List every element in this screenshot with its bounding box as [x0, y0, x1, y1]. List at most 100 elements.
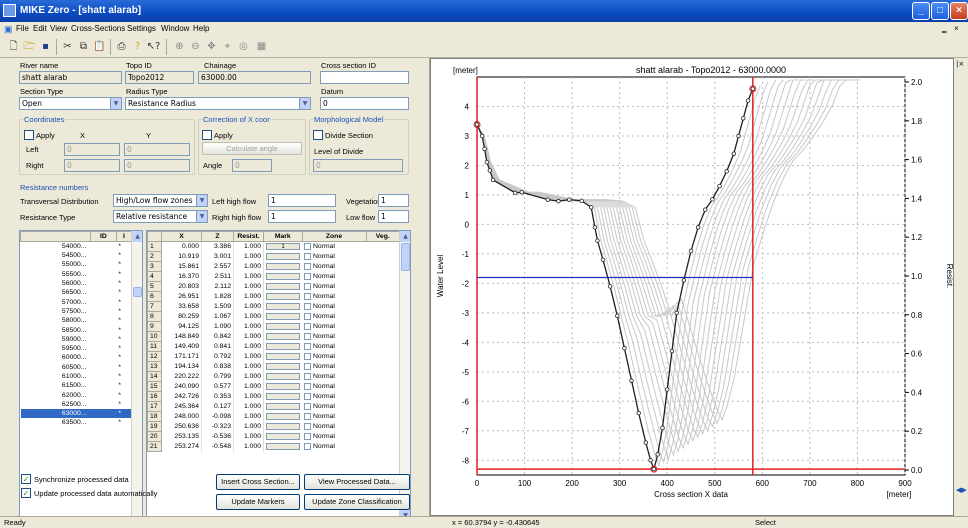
cell-x[interactable]: 20.803 [161, 281, 202, 292]
cell-resist[interactable]: 1.000 [233, 381, 264, 392]
mdi-close-icon[interactable]: × [954, 24, 959, 33]
cell-x[interactable]: 148.849 [161, 331, 202, 342]
col-mark[interactable]: Mark [263, 231, 303, 242]
grid-icon[interactable]: ▦ [256, 41, 267, 52]
cell-veg[interactable] [366, 332, 400, 342]
cell-index[interactable]: 12 [147, 351, 162, 362]
cell-resist[interactable]: 1.000 [233, 301, 264, 312]
splitter[interactable] [414, 58, 430, 516]
copy-icon[interactable]: ⧉ [79, 41, 88, 52]
sync-checkbox[interactable]: ✓ [21, 474, 31, 484]
cell-index[interactable]: 16 [147, 391, 162, 402]
open-folder-icon[interactable]: 🗁 [23, 41, 36, 52]
cell-veg[interactable] [366, 262, 400, 272]
cell-x[interactable]: 149.409 [161, 341, 202, 352]
cell-zone[interactable]: Normal [302, 442, 366, 452]
cell-veg[interactable] [366, 252, 400, 262]
table-row[interactable]: 11 149.409 0.841 1.000 Normal [147, 341, 400, 352]
cell-veg[interactable] [366, 362, 400, 372]
cell-x[interactable]: 0.000 [161, 241, 202, 252]
menu-edit[interactable]: Edit [33, 24, 47, 33]
left-x-field[interactable]: 0 [64, 143, 120, 156]
cell-resist[interactable]: 1.000 [233, 421, 264, 432]
list-item[interactable]: 63500... * [21, 418, 132, 427]
cell-zone[interactable]: Normal [302, 422, 366, 432]
cell-x[interactable]: 16.370 [161, 271, 202, 282]
coordinates-apply-checkbox[interactable] [24, 130, 34, 140]
cell-x[interactable]: 242.726 [161, 391, 202, 402]
list-item[interactable]: 55500... * [21, 270, 132, 279]
cell-resist[interactable]: 1.000 [233, 311, 264, 322]
cell-mark[interactable] [264, 352, 303, 362]
cell-resist[interactable]: 1.000 [233, 331, 264, 342]
point-table-scrollbar[interactable]: ▲ ▼ [399, 231, 410, 521]
cell-zone[interactable]: Normal [302, 432, 366, 442]
cell-veg[interactable] [366, 282, 400, 292]
cell-mark[interactable] [264, 312, 303, 322]
right-high-flow-field[interactable]: 1 [268, 210, 336, 223]
zoom-extent-icon[interactable]: ◎ [239, 41, 248, 52]
list-item[interactable]: 58500... * [21, 325, 132, 334]
table-row[interactable]: 4 16.370 2.511 1.000 Normal [147, 271, 400, 282]
cell-zone[interactable]: Normal [302, 282, 366, 292]
cell-x[interactable]: 94.125 [161, 321, 202, 332]
table-row[interactable]: 20 253.135 -0.536 1.000 Normal [147, 431, 400, 442]
cell-index[interactable]: 10 [147, 331, 162, 342]
cell-zone[interactable]: Normal [302, 322, 366, 332]
cell-index[interactable]: 17 [147, 401, 162, 412]
minimize-button[interactable]: _ [912, 2, 930, 20]
cell-resist[interactable]: 1.000 [233, 281, 264, 292]
cell-index[interactable]: 20 [147, 431, 162, 442]
list-item[interactable]: 56000... * [21, 279, 132, 288]
low-flow-field[interactable]: 1 [378, 210, 409, 223]
cell-resist[interactable]: 1.000 [233, 291, 264, 302]
cell-z[interactable]: 0.792 [201, 351, 234, 362]
table-row[interactable]: 19 250.636 -0.323 1.000 Normal [147, 421, 400, 432]
vegetation-field[interactable]: 1 [378, 194, 409, 207]
topo-id-field[interactable]: Topo2012 [125, 71, 194, 84]
cell-index[interactable]: 18 [147, 411, 162, 422]
cell-x[interactable]: 80.259 [161, 311, 202, 322]
plot-panel[interactable]: 0 100 200 300 400 500 600 700 800 900 4 3 2 1 0 -1 -2 -3 -… [430, 58, 954, 516]
cell-veg[interactable] [366, 322, 400, 332]
maximize-button[interactable]: □ [931, 2, 949, 20]
scroll-thumb[interactable] [401, 243, 410, 271]
cell-index[interactable]: 5 [147, 281, 162, 292]
cell-veg[interactable] [366, 422, 400, 432]
menu-file[interactable]: File [16, 24, 29, 33]
cell-index[interactable]: 8 [147, 311, 162, 322]
cell-veg[interactable] [366, 342, 400, 352]
cell-mark[interactable] [264, 442, 303, 452]
table-row[interactable]: 18 248.000 -0.098 1.000 Normal [147, 411, 400, 422]
cell-mark[interactable]: 1 [264, 242, 303, 252]
paste-icon[interactable]: 📋 [93, 41, 106, 52]
cell-resist[interactable]: 1.000 [233, 321, 264, 332]
cell-index[interactable]: 21 [147, 441, 162, 452]
cell-veg[interactable] [366, 352, 400, 362]
cell-x[interactable]: 171.171 [161, 351, 202, 362]
point-table[interactable]: X Z Resist. Mark Zone Veg. 1 0.000 3.386 1.… [146, 230, 411, 522]
cell-z[interactable]: 0.841 [201, 341, 234, 352]
save-icon[interactable]: ▪ [42, 41, 49, 52]
cell-mark[interactable] [264, 432, 303, 442]
cell-index[interactable]: 3 [147, 261, 162, 272]
cell-index[interactable]: 13 [147, 361, 162, 372]
section-type-select[interactable]: Open ▼ [19, 97, 122, 110]
cell-index[interactable]: 15 [147, 381, 162, 392]
cell-x[interactable]: 253.135 [161, 431, 202, 442]
table-row[interactable]: 21 253.274 -0.548 1.000 Normal [147, 441, 400, 452]
cell-x[interactable]: 15.861 [161, 261, 202, 272]
left-y-field[interactable]: 0 [124, 143, 190, 156]
cell-index[interactable]: 2 [147, 251, 162, 262]
cell-z[interactable]: -0.323 [201, 421, 234, 432]
update-auto-checkbox[interactable]: ✓ [21, 488, 31, 498]
cell-veg[interactable] [366, 382, 400, 392]
cell-mark[interactable] [264, 412, 303, 422]
cell-z[interactable]: 3.001 [201, 251, 234, 262]
cell-z[interactable]: 2.557 [201, 261, 234, 272]
correction-apply-checkbox[interactable] [202, 130, 212, 140]
table-row[interactable]: 8 80.259 1.067 1.000 Normal [147, 311, 400, 322]
cell-veg[interactable] [366, 402, 400, 412]
table-row[interactable]: 1 0.000 3.386 1.000 1 Normal [147, 241, 400, 252]
cell-x[interactable]: 250.636 [161, 421, 202, 432]
